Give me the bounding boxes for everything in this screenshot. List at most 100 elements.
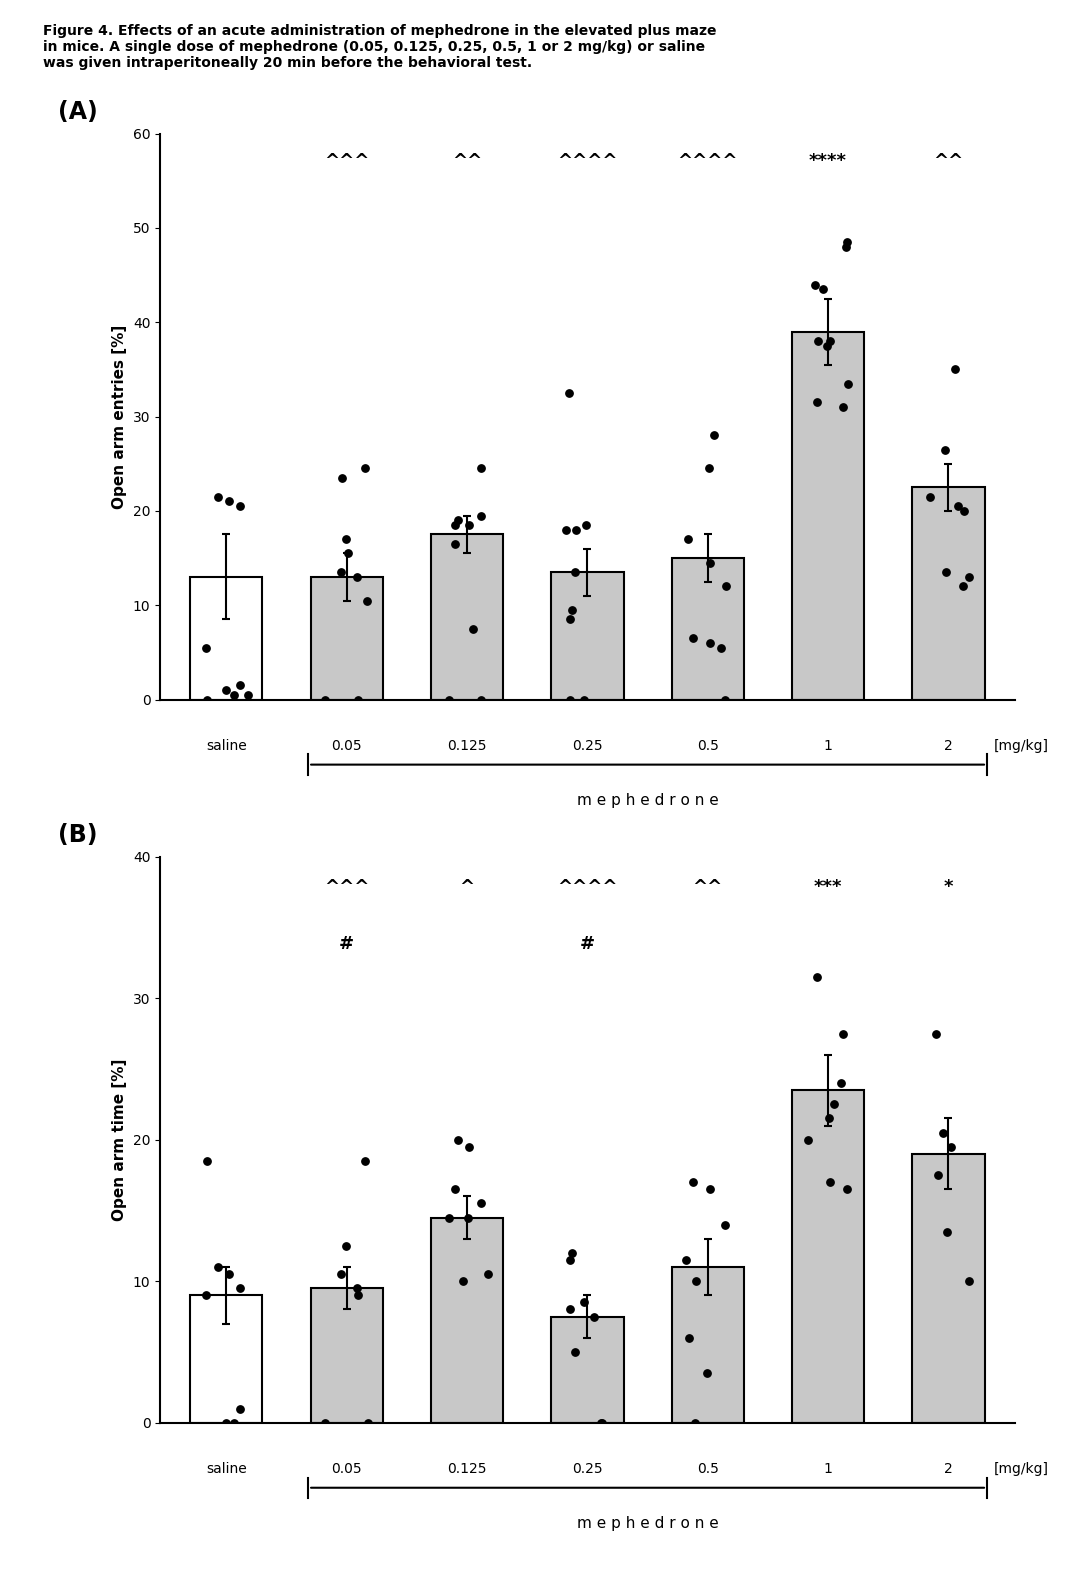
- Point: [209, 484, 226, 509]
- Text: ^^: ^^: [693, 877, 723, 896]
- Point: [446, 531, 464, 556]
- Text: ^^^^: ^^^^: [677, 152, 738, 170]
- Point: [820, 1107, 837, 1132]
- Point: [357, 1148, 374, 1173]
- Point: [566, 560, 583, 585]
- Text: 0.5: 0.5: [696, 739, 719, 753]
- Bar: [672, 1267, 743, 1423]
- Point: [806, 272, 823, 297]
- Point: [946, 357, 963, 382]
- Point: [698, 1360, 716, 1387]
- Point: [231, 494, 248, 519]
- Text: (A): (A): [58, 99, 97, 124]
- Point: [446, 1176, 464, 1201]
- Point: [949, 494, 967, 519]
- Y-axis label: Open arm entries [%]: Open arm entries [%]: [112, 324, 127, 509]
- Point: [567, 517, 584, 542]
- Text: saline: saline: [206, 1462, 247, 1476]
- Point: [359, 588, 376, 613]
- Text: m e p h e d r o n e: m e p h e d r o n e: [577, 792, 719, 808]
- Point: [585, 1305, 602, 1330]
- Point: [834, 395, 851, 420]
- Point: [567, 1339, 584, 1364]
- Point: [221, 1261, 238, 1286]
- Text: 0.5: 0.5: [696, 1462, 719, 1476]
- Point: [564, 1240, 581, 1265]
- Point: [929, 1163, 946, 1188]
- Point: [562, 607, 579, 632]
- Text: ^^^: ^^^: [324, 877, 370, 896]
- Point: [814, 277, 831, 302]
- Point: [217, 678, 234, 703]
- Point: [821, 1170, 838, 1195]
- Point: [461, 512, 478, 538]
- Bar: [431, 534, 503, 700]
- Point: [679, 527, 696, 552]
- Text: ^^: ^^: [452, 152, 482, 170]
- Text: Figure 4. Effects of an acute administration of mephedrone in the elevated plus : Figure 4. Effects of an acute administra…: [43, 24, 717, 71]
- Point: [232, 673, 249, 698]
- Text: [mg/kg]: [mg/kg]: [994, 739, 1049, 753]
- Point: [472, 1192, 489, 1217]
- Point: [955, 498, 972, 523]
- Point: [593, 1410, 610, 1435]
- Point: [839, 371, 857, 396]
- Bar: [190, 1295, 263, 1423]
- Point: [562, 1297, 579, 1322]
- Point: [472, 687, 489, 712]
- Point: [681, 1325, 698, 1350]
- Point: [702, 1176, 719, 1201]
- Point: [821, 329, 838, 354]
- Point: [317, 1410, 334, 1435]
- Text: #: #: [340, 934, 355, 953]
- Point: [834, 1022, 851, 1047]
- Text: ^^^^: ^^^^: [557, 152, 617, 170]
- Text: 0.05: 0.05: [331, 1462, 362, 1476]
- Point: [450, 1127, 467, 1152]
- Point: [561, 380, 578, 406]
- Point: [826, 1091, 843, 1116]
- Point: [936, 437, 953, 462]
- Text: *: *: [944, 877, 953, 896]
- Bar: [912, 487, 985, 700]
- Point: [705, 423, 722, 448]
- Bar: [190, 577, 263, 700]
- Point: [702, 630, 719, 656]
- Point: [960, 1269, 977, 1294]
- Text: ***: ***: [814, 877, 843, 896]
- Point: [221, 489, 238, 514]
- Point: [575, 687, 592, 712]
- Bar: [912, 1154, 985, 1423]
- Point: [239, 682, 256, 707]
- Point: [349, 564, 366, 590]
- Point: [701, 550, 718, 575]
- Point: [922, 484, 939, 509]
- Point: [360, 1410, 377, 1435]
- Point: [225, 682, 242, 707]
- Point: [562, 1248, 579, 1273]
- Point: [701, 456, 718, 481]
- Bar: [672, 558, 743, 700]
- Point: [231, 1276, 248, 1302]
- Point: [461, 1135, 478, 1160]
- Point: [473, 456, 490, 481]
- Point: [446, 512, 464, 538]
- Point: [712, 635, 729, 660]
- Point: [578, 512, 595, 538]
- Text: ^^^: ^^^: [324, 152, 370, 170]
- Bar: [551, 1317, 624, 1423]
- Point: [217, 1410, 234, 1435]
- Bar: [792, 332, 864, 700]
- Point: [937, 560, 954, 585]
- Text: ^^^^: ^^^^: [557, 877, 617, 896]
- Point: [450, 508, 467, 533]
- Text: (B): (B): [58, 822, 97, 847]
- Point: [687, 1410, 704, 1435]
- Point: [337, 527, 355, 552]
- Point: [337, 1232, 355, 1258]
- Point: [454, 1269, 471, 1294]
- Point: [939, 1220, 956, 1245]
- Point: [480, 1261, 497, 1286]
- Point: [942, 1135, 959, 1160]
- Point: [934, 1119, 952, 1144]
